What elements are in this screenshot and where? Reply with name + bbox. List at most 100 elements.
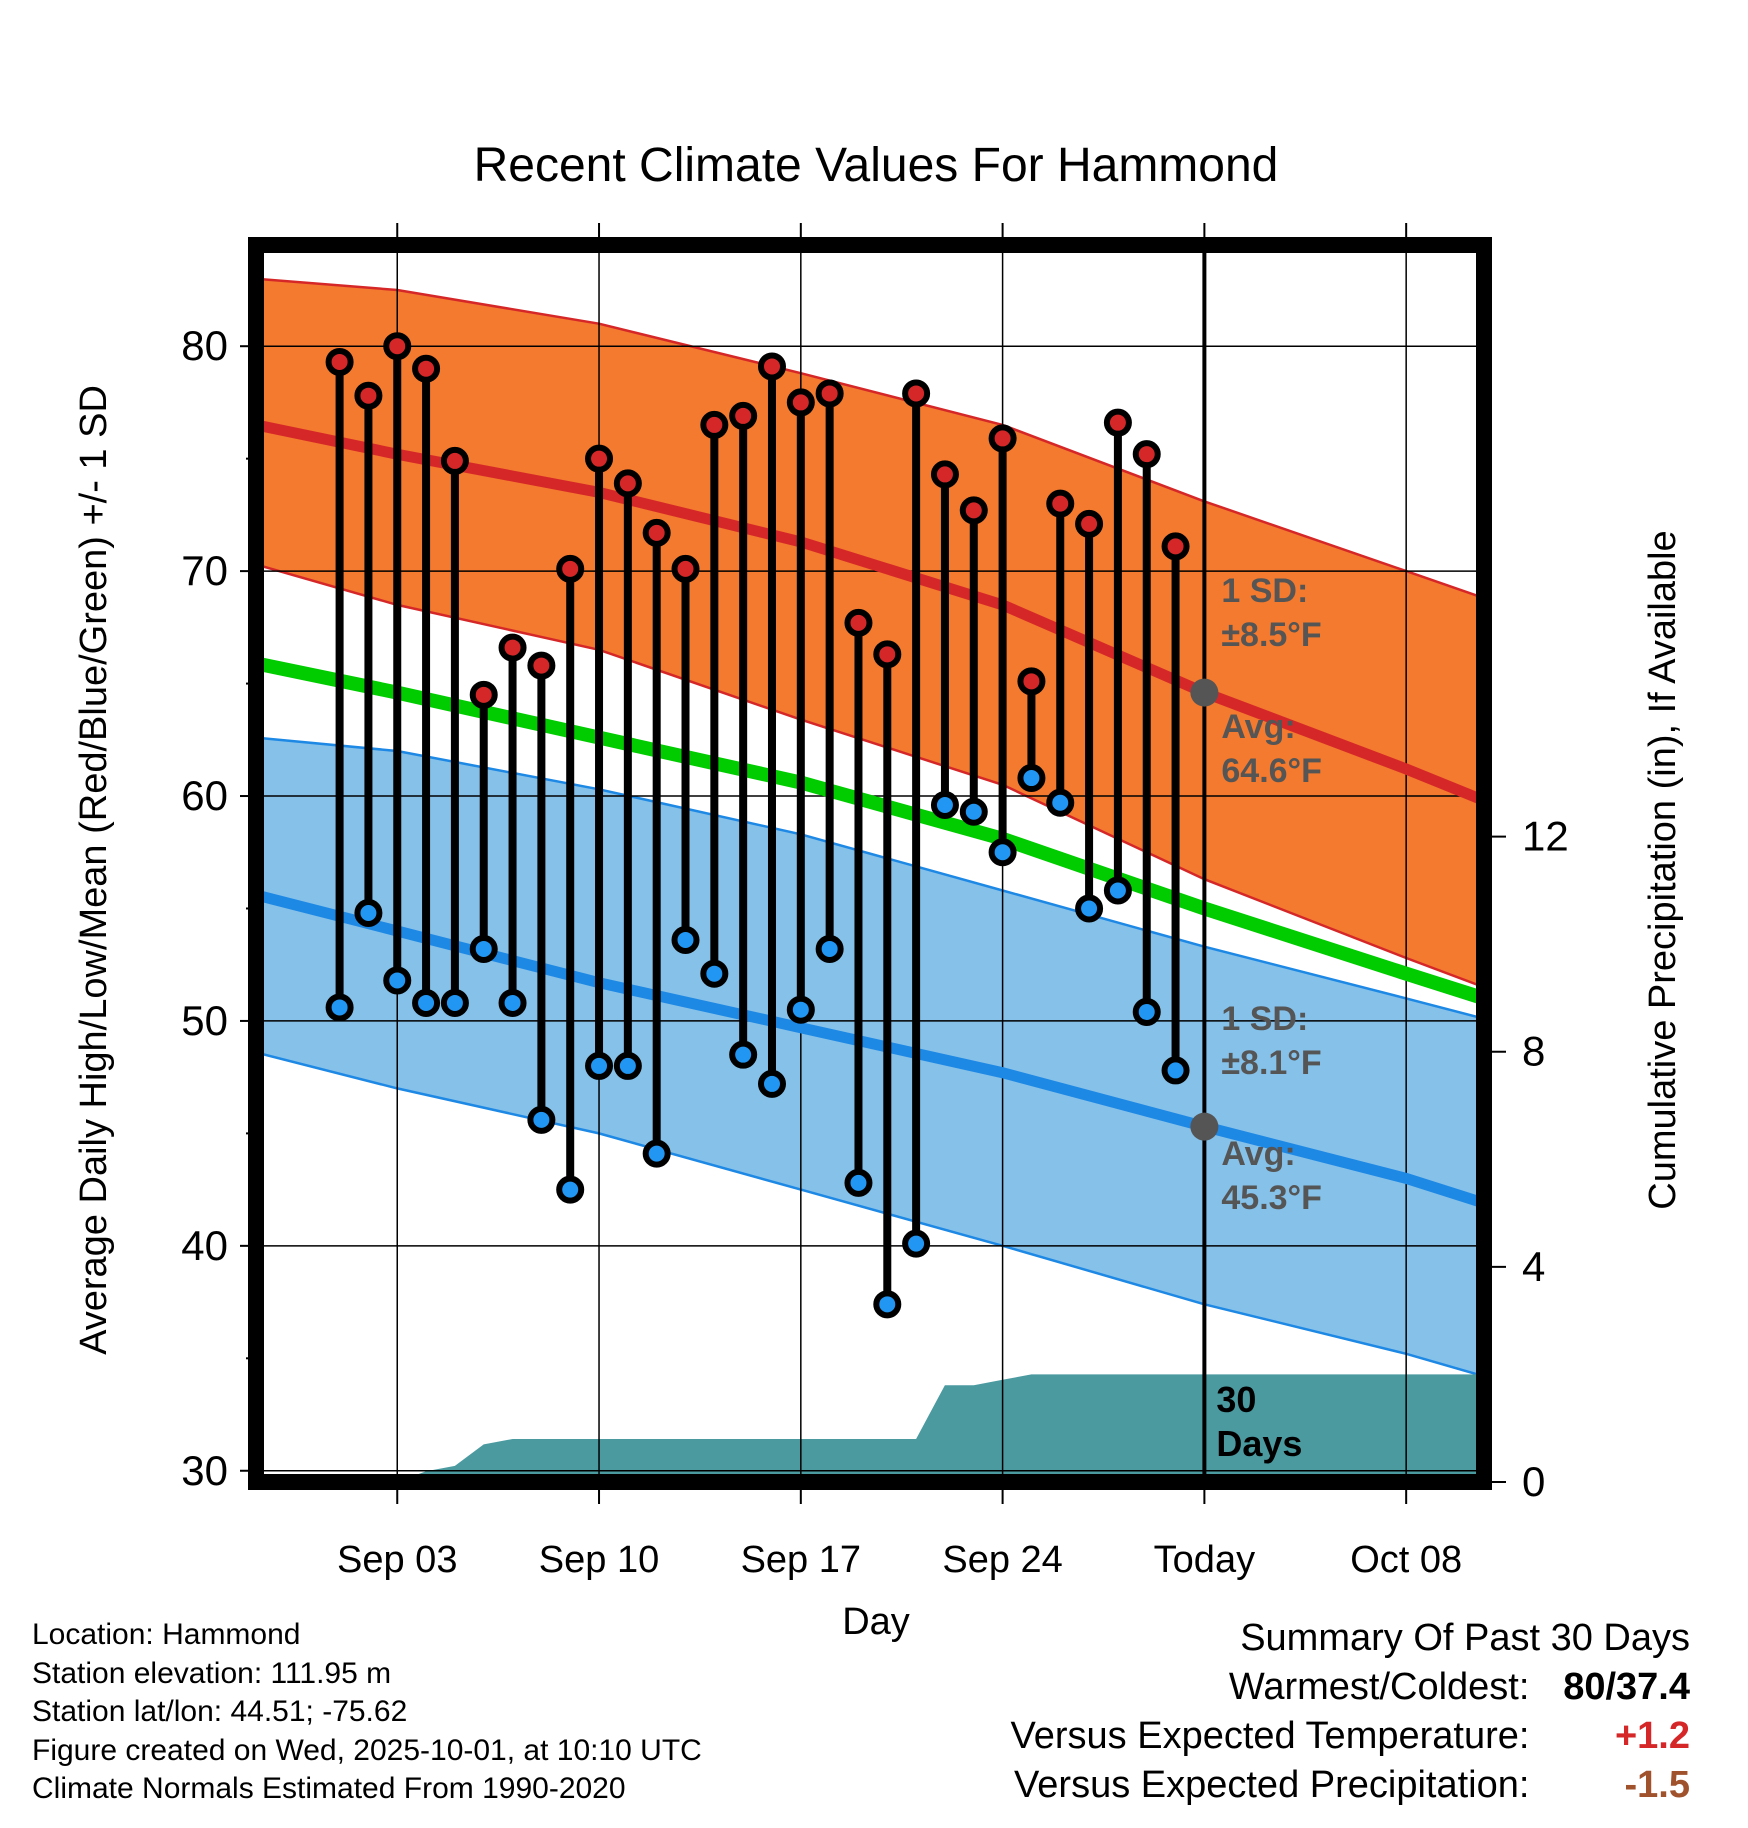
high-point bbox=[412, 354, 441, 383]
precip-label-30: 30 bbox=[1216, 1379, 1256, 1420]
high-point bbox=[757, 352, 786, 381]
x-axis-label: Day bbox=[842, 1601, 910, 1643]
axes: 30 40 50 60 70 80 0 4 8 12 Sep 03 Sep 10 Sep 17 Sep 2… bbox=[181, 223, 1569, 1581]
high-point bbox=[729, 401, 758, 430]
low-point bbox=[844, 1168, 873, 1197]
high-point bbox=[613, 469, 642, 498]
low-point bbox=[671, 925, 700, 954]
high-point bbox=[498, 633, 527, 662]
today-low-avg-marker bbox=[1190, 1112, 1219, 1141]
low-point bbox=[930, 791, 959, 820]
y2-axis-label: Cumulative Precipitation (in), If Availa… bbox=[1642, 530, 1684, 1209]
precip-label: Versus Expected Precipitation: bbox=[1014, 1764, 1530, 1806]
high-point bbox=[786, 388, 815, 417]
station-info: Location: Hammond Station elevation: 111… bbox=[32, 1616, 702, 1809]
y-tick-label: 80 bbox=[181, 322, 228, 369]
low-point bbox=[498, 988, 527, 1017]
high-upper-edge bbox=[256, 277, 1484, 600]
y2-tick-label: 0 bbox=[1522, 1458, 1545, 1505]
precip-value: -1.5 bbox=[1624, 1764, 1690, 1806]
high-point bbox=[1075, 509, 1104, 538]
y-tick-label: 30 bbox=[181, 1447, 228, 1494]
summary-panel: Summary Of Past 30 Days Warmest/Coldest:… bbox=[1011, 1614, 1690, 1810]
location-text: Location: Hammond bbox=[32, 1618, 301, 1651]
warm-cold-label: Warmest/Coldest: bbox=[1228, 1666, 1530, 1708]
high-point bbox=[469, 680, 498, 709]
high-sd-label: 1 SD: bbox=[1221, 572, 1308, 610]
low-normal-line bbox=[256, 889, 1484, 1209]
high-point bbox=[959, 496, 988, 525]
high-point bbox=[585, 444, 614, 473]
low-sd-value: ±8.1°F bbox=[1221, 1044, 1321, 1082]
high-point bbox=[1103, 408, 1132, 437]
latlon-text: Station lat/lon: 44.51; -75.62 bbox=[32, 1695, 408, 1728]
low-avg-value: 45.3°F bbox=[1221, 1179, 1322, 1217]
x-tick-label: Sep 17 bbox=[741, 1539, 861, 1581]
high-avg-value: 64.6°F bbox=[1221, 752, 1322, 790]
low-point bbox=[585, 1051, 614, 1080]
low-point bbox=[354, 898, 383, 927]
high-point bbox=[383, 332, 412, 361]
low-point bbox=[1046, 788, 1075, 817]
high-point bbox=[642, 518, 671, 547]
high-point bbox=[815, 379, 844, 408]
warm-cold-value: 80/37.4 bbox=[1563, 1666, 1690, 1708]
low-point bbox=[1132, 997, 1161, 1026]
elevation-text: Station elevation: 111.95 m bbox=[32, 1656, 392, 1690]
low-point bbox=[873, 1290, 902, 1319]
high-point bbox=[930, 460, 959, 489]
low-point bbox=[959, 797, 988, 826]
y-axis-label: Average Daily High/Low/Mean (Red/Blue/Gr… bbox=[73, 385, 115, 1355]
high-point bbox=[1046, 489, 1075, 518]
low-sd-band bbox=[256, 737, 1484, 1377]
low-point bbox=[1161, 1056, 1190, 1085]
high-point bbox=[440, 446, 469, 475]
low-avg-label: Avg: bbox=[1221, 1135, 1295, 1173]
high-point bbox=[844, 608, 873, 637]
low-point bbox=[902, 1229, 931, 1258]
high-avg-label: Avg: bbox=[1221, 708, 1295, 746]
high-point bbox=[988, 424, 1017, 453]
low-point bbox=[815, 934, 844, 963]
low-point bbox=[325, 993, 354, 1022]
x-tick-label: Sep 24 bbox=[942, 1539, 1062, 1581]
low-point bbox=[1075, 894, 1104, 923]
normals-text: Climate Normals Estimated From 1990-2020 bbox=[32, 1772, 626, 1805]
chart-title: Recent Climate Values For Hammond bbox=[474, 139, 1279, 192]
low-point bbox=[700, 959, 729, 988]
low-point bbox=[469, 934, 498, 963]
y2-tick-label: 8 bbox=[1522, 1028, 1545, 1075]
high-point bbox=[873, 640, 902, 669]
x-tick-label: Sep 10 bbox=[539, 1539, 659, 1581]
mean-normal-line bbox=[256, 656, 1484, 1006]
high-point bbox=[700, 410, 729, 439]
plot-content: 1 SD: ±8.5°F Avg: 64.6°F 1 SD: ±8.1°F Avg: 45.3… bbox=[256, 245, 1484, 1482]
low-point bbox=[440, 988, 469, 1017]
today-high-avg-marker bbox=[1190, 678, 1219, 707]
high-point bbox=[325, 347, 354, 376]
plot-frame bbox=[248, 237, 1492, 1490]
low-point bbox=[527, 1105, 556, 1134]
temp-label: Versus Expected Temperature: bbox=[1010, 1715, 1530, 1757]
low-point bbox=[556, 1175, 585, 1204]
x-tick-label: Today bbox=[1154, 1539, 1255, 1581]
low-sd-label: 1 SD: bbox=[1221, 1000, 1308, 1038]
y2-tick-label: 12 bbox=[1522, 813, 1569, 860]
high-point bbox=[1161, 532, 1190, 561]
high-point bbox=[902, 379, 931, 408]
y-tick-label: 50 bbox=[181, 997, 228, 1044]
low-point bbox=[1103, 876, 1132, 905]
high-point bbox=[671, 554, 700, 583]
summary-precip: Versus Expected Precipitation: -1.5 bbox=[1011, 1761, 1690, 1810]
low-point bbox=[383, 966, 412, 995]
low-lower-edge bbox=[256, 1051, 1484, 1378]
low-point bbox=[729, 1040, 758, 1069]
low-point bbox=[786, 995, 815, 1024]
precip-area bbox=[256, 1374, 1484, 1482]
high-lower-edge bbox=[256, 563, 1484, 989]
summary-warm-cold: Warmest/Coldest: 80/37.4 bbox=[1011, 1663, 1690, 1712]
low-point bbox=[412, 988, 441, 1017]
low-point bbox=[757, 1069, 786, 1098]
low-point bbox=[642, 1139, 671, 1168]
